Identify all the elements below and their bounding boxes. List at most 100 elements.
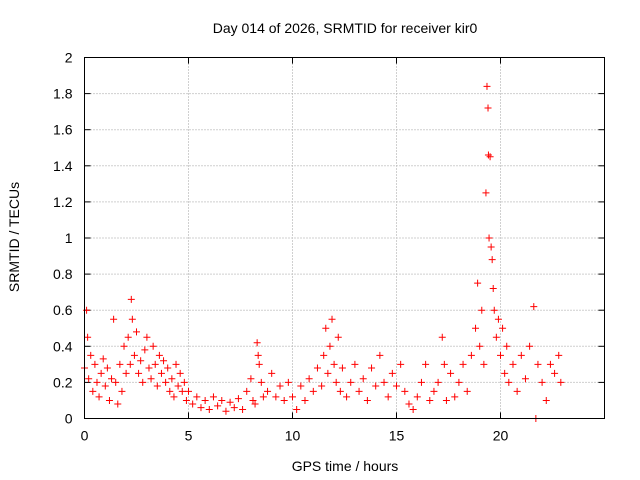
- data-point: [127, 295, 135, 303]
- data-point: [484, 151, 492, 159]
- data-point: [239, 405, 247, 413]
- data-point: [336, 387, 344, 395]
- data-point: [417, 378, 425, 386]
- data-point: [253, 339, 261, 347]
- data-point: [170, 393, 178, 401]
- data-point: [137, 357, 145, 365]
- data-point: [397, 360, 405, 368]
- data-point: [489, 285, 497, 293]
- data-point: [105, 396, 113, 404]
- data-point: [347, 378, 355, 386]
- data-points: [81, 82, 565, 422]
- data-point: [494, 315, 502, 323]
- data-point: [205, 405, 213, 413]
- data-point: [162, 378, 170, 386]
- data-point: [438, 333, 446, 341]
- data-point: [322, 324, 330, 332]
- data-point: [234, 395, 242, 403]
- data-point: [280, 396, 288, 404]
- y-tick-label: 1.2: [53, 194, 73, 210]
- data-point: [297, 382, 305, 390]
- data-point: [332, 378, 340, 386]
- data-point: [247, 375, 255, 383]
- data-point: [363, 396, 371, 404]
- data-point: [149, 342, 157, 350]
- data-point: [359, 375, 367, 383]
- data-point: [166, 387, 174, 395]
- data-point: [255, 360, 263, 368]
- data-point: [151, 360, 159, 368]
- data-point: [153, 382, 161, 390]
- y-tick-label: 0.4: [53, 338, 73, 354]
- data-point: [243, 387, 251, 395]
- data-point: [118, 387, 126, 395]
- data-point: [112, 378, 120, 386]
- data-point: [276, 382, 284, 390]
- data-point: [103, 364, 111, 372]
- data-point: [143, 333, 151, 341]
- data-point: [474, 279, 482, 287]
- data-point: [463, 387, 471, 395]
- data-point: [455, 378, 463, 386]
- y-tick-label: 1.8: [53, 86, 73, 102]
- data-point: [546, 360, 554, 368]
- data-point: [133, 328, 140, 336]
- data-point: [557, 378, 565, 386]
- y-tick-label: 2: [65, 50, 73, 66]
- data-point: [251, 400, 259, 408]
- data-point: [174, 382, 182, 390]
- grid-lines: [84, 57, 605, 419]
- data-point: [328, 315, 336, 323]
- data-point: [318, 382, 326, 390]
- data-point: [376, 351, 384, 359]
- data-point: [434, 378, 442, 386]
- data-point: [483, 82, 491, 90]
- data-point: [488, 256, 496, 264]
- data-point: [472, 324, 480, 332]
- data-point: [110, 315, 118, 323]
- data-point: [384, 393, 392, 401]
- data-point: [487, 243, 495, 251]
- data-point: [430, 387, 438, 395]
- data-point: [114, 400, 122, 408]
- data-point: [497, 351, 504, 359]
- data-point: [401, 387, 409, 395]
- data-point: [189, 400, 197, 408]
- data-point: [93, 378, 101, 386]
- data-point: [230, 404, 238, 412]
- data-point: [309, 387, 317, 395]
- data-point: [486, 153, 494, 161]
- y-tick-label: 0.8: [53, 266, 73, 282]
- data-point: [116, 360, 124, 368]
- x-tick-label: 20: [493, 428, 509, 444]
- data-point: [305, 375, 313, 383]
- data-point: [503, 342, 511, 350]
- data-point: [209, 393, 217, 401]
- data-point: [442, 396, 450, 404]
- data-point: [155, 351, 163, 359]
- data-point: [521, 375, 529, 383]
- data-point: [447, 369, 455, 377]
- data-point: [501, 369, 509, 377]
- data-point: [509, 360, 517, 368]
- data-point: [201, 396, 209, 404]
- data-point: [480, 360, 488, 368]
- data-point: [542, 396, 550, 404]
- data-point: [180, 378, 188, 386]
- data-point: [157, 369, 165, 377]
- data-point: [530, 303, 538, 311]
- data-point: [160, 357, 168, 365]
- data-point: [526, 342, 534, 350]
- data-point: [372, 382, 380, 390]
- data-point: [534, 360, 542, 368]
- axis-ticks: 00.20.40.60.811.21.41.61.820 5 10 15 20: [53, 50, 605, 444]
- data-point: [249, 396, 257, 404]
- data-point: [182, 396, 190, 404]
- data-point: [218, 396, 226, 404]
- x-axis-label: GPS time / hours: [292, 458, 399, 474]
- data-point: [95, 393, 103, 401]
- data-point: [467, 351, 475, 359]
- data-point: [164, 364, 172, 372]
- data-point: [126, 360, 134, 368]
